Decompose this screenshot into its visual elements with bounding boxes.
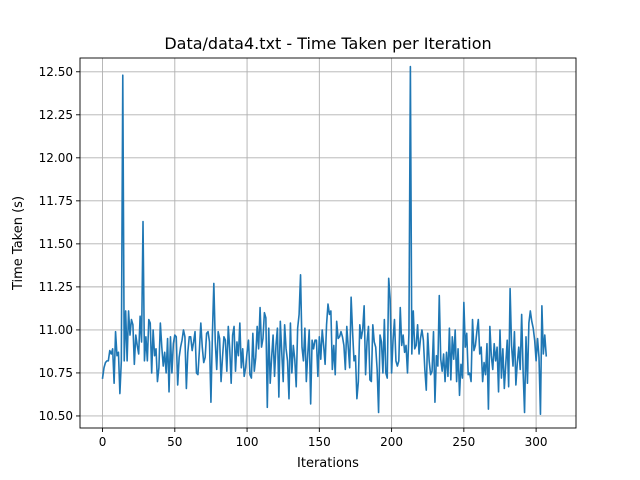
- x-tick-label: 0: [99, 435, 107, 449]
- y-tick-label: 11.50: [39, 237, 73, 251]
- y-tick-label: 10.50: [39, 409, 73, 423]
- chart-title: Data/data4.txt - Time Taken per Iteratio…: [164, 34, 491, 53]
- x-tick-label: 150: [308, 435, 331, 449]
- axes-frame: [79, 57, 577, 429]
- tick-layer: 0 50 100 150 200 250 300 10.50 10.75 11.00 11.25 11…: [39, 65, 548, 449]
- x-tick-label: 100: [236, 435, 259, 449]
- x-tick-label: 200: [380, 435, 403, 449]
- data-layer: [101, 65, 548, 416]
- x-tick-label: 50: [167, 435, 182, 449]
- y-axis-label: Time Taken (s): [11, 196, 26, 291]
- y-tick-label: 11.25: [39, 280, 73, 294]
- y-tick-label: 12.50: [39, 65, 73, 79]
- x-axis-label: Iterations: [297, 456, 359, 471]
- y-tick-label: 11.75: [39, 194, 73, 208]
- series-line: [101, 65, 548, 416]
- y-tick-label: 12.25: [39, 108, 73, 122]
- y-tick-label: 12.00: [39, 151, 73, 165]
- y-tick-label: 11.00: [39, 323, 73, 337]
- x-tick-label: 250: [452, 435, 475, 449]
- y-tick-label: 10.75: [39, 366, 73, 380]
- grid-layer: [80, 58, 576, 428]
- x-tick-label: 300: [525, 435, 548, 449]
